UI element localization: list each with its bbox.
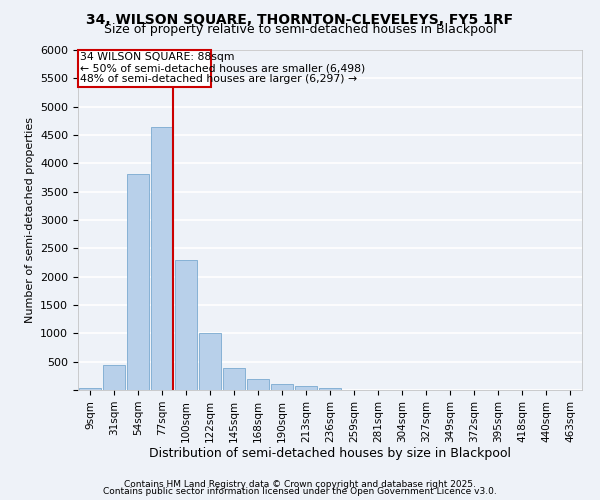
- Text: ← 50% of semi-detached houses are smaller (6,498): ← 50% of semi-detached houses are smalle…: [80, 63, 365, 73]
- Bar: [175, 260, 197, 390]
- Bar: [79, 388, 101, 390]
- Y-axis label: Number of semi-detached properties: Number of semi-detached properties: [25, 117, 35, 323]
- Bar: [127, 174, 149, 390]
- Bar: [295, 386, 317, 390]
- Text: Size of property relative to semi-detached houses in Blackpool: Size of property relative to semi-detach…: [104, 22, 496, 36]
- Bar: [223, 368, 245, 390]
- FancyBboxPatch shape: [78, 50, 211, 87]
- Bar: [199, 334, 221, 390]
- Bar: [151, 127, 173, 390]
- Text: 34 WILSON SQUARE: 88sqm: 34 WILSON SQUARE: 88sqm: [80, 52, 235, 62]
- Bar: [319, 388, 341, 390]
- Bar: [271, 384, 293, 390]
- X-axis label: Distribution of semi-detached houses by size in Blackpool: Distribution of semi-detached houses by …: [149, 448, 511, 460]
- Text: Contains HM Land Registry data © Crown copyright and database right 2025.: Contains HM Land Registry data © Crown c…: [124, 480, 476, 489]
- Text: Contains public sector information licensed under the Open Government Licence v3: Contains public sector information licen…: [103, 487, 497, 496]
- Text: 34, WILSON SQUARE, THORNTON-CLEVELEYS, FY5 1RF: 34, WILSON SQUARE, THORNTON-CLEVELEYS, F…: [86, 12, 514, 26]
- Bar: [247, 379, 269, 390]
- Bar: [103, 364, 125, 390]
- Text: 48% of semi-detached houses are larger (6,297) →: 48% of semi-detached houses are larger (…: [80, 74, 357, 85]
